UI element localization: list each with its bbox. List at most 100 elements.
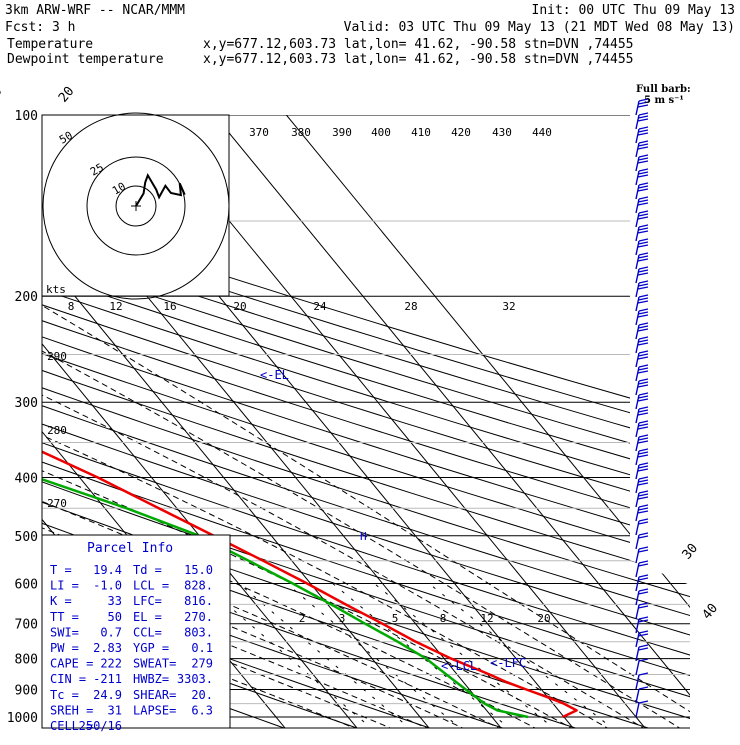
wind-barb-flag <box>638 465 649 469</box>
moist-adiabat-line <box>42 295 690 728</box>
mixing-ratio-label: 8 <box>440 612 447 625</box>
pressure-tick-label: 900 <box>15 683 38 698</box>
parcel-info-cell: 0.1 <box>191 641 213 655</box>
wind-barb-flag <box>638 647 649 651</box>
temperature-trace <box>42 115 578 719</box>
hodograph-speed-tick: 20 <box>233 300 246 313</box>
wind-barb <box>635 602 649 620</box>
wind-barb-flag <box>637 496 649 500</box>
parcel-info-cell: CCL= <box>133 625 162 639</box>
wind-barb-shaft <box>635 660 640 676</box>
wind-barb <box>635 490 649 508</box>
dry-adiabat-line <box>42 115 690 728</box>
wind-barb <box>635 630 649 648</box>
wind-barb-flag <box>638 658 649 662</box>
wind-barb-flag <box>638 574 649 578</box>
wind-barb-flag <box>638 392 649 396</box>
dry-adiabat-line <box>42 115 690 728</box>
theta-e-label-low: 280 <box>47 424 67 437</box>
wind-barb <box>635 658 649 676</box>
wind-barb <box>635 700 649 718</box>
wind-barb <box>635 112 649 130</box>
wind-barb-shaft <box>635 142 640 158</box>
wind-barb-flag <box>637 426 649 430</box>
wind-barb-flag <box>638 364 649 368</box>
wind-barb-shaft <box>635 212 640 228</box>
theta-e-label: 380 <box>291 126 311 139</box>
dry-adiabat-line <box>42 115 690 728</box>
isotherm-label: 10 <box>0 84 5 106</box>
dry-adiabat-line <box>42 115 436 728</box>
isotherm-line <box>42 115 431 728</box>
wind-barb <box>635 476 649 494</box>
hodograph-axis-title: kts <box>46 283 66 296</box>
wind-barb-flag <box>637 328 649 332</box>
parcel-info-cell: 24.9 <box>93 688 122 702</box>
wind-barb-shaft <box>635 450 640 466</box>
mixing-ratio-line <box>332 583 512 728</box>
wind-barb-shaft <box>635 590 640 606</box>
wind-barb <box>635 406 649 424</box>
wind-barb-shaft <box>635 562 640 578</box>
parcel-info-cell: LI = <box>50 579 79 593</box>
wind-barb-shaft <box>635 548 640 564</box>
isotherm-line <box>213 115 690 728</box>
wind-barb-flag <box>638 532 649 536</box>
wind-barb-shaft <box>635 618 640 634</box>
wind-barb-flag <box>638 143 649 147</box>
hodograph-trace <box>135 172 186 207</box>
theta-e-label: 400 <box>371 126 391 139</box>
wind-barb <box>635 560 649 578</box>
wind-barb-flag <box>638 199 649 203</box>
wind-barb-flag <box>637 216 649 220</box>
wind-barb <box>635 126 649 144</box>
wind-barb <box>635 616 649 634</box>
wind-barb-shaft <box>635 226 640 242</box>
parcel-info-cell: 33 <box>108 594 122 608</box>
hodograph-speed-tick: 32 <box>502 300 515 313</box>
wind-barb <box>635 364 649 382</box>
wind-barb-flag <box>638 224 649 228</box>
hodograph-speed-ticks: 8 12 16 20 24 28 32 <box>68 300 516 313</box>
parcel-info-cell: 222 <box>100 657 122 671</box>
wind-barb-flag <box>638 521 649 525</box>
parcel-info-cell: EL = <box>133 610 162 624</box>
wind-barb-flag <box>638 126 649 130</box>
mixing-ratio-label: 2 <box>299 612 306 625</box>
hodograph-ring-25 <box>86 156 186 256</box>
parcel-info-cell: CIN = <box>50 672 86 686</box>
wind-barb-shaft <box>635 674 640 690</box>
parcel-info-cell: SREH = <box>50 703 93 717</box>
parcel-info-cell: 828. <box>184 579 213 593</box>
wind-barb-shaft <box>635 338 640 354</box>
wind-barb-flag <box>638 549 649 553</box>
wind-barb-flag <box>637 342 649 346</box>
parcel-info-cell: -1.0 <box>93 579 122 593</box>
theta-e-label: 410 <box>411 126 431 139</box>
wind-barb-flag <box>638 112 649 116</box>
wind-barb-flag <box>638 406 649 410</box>
wind-barb <box>635 350 649 368</box>
wind-barb-shaft <box>635 268 640 284</box>
wind-barb-flag <box>638 294 649 298</box>
dry-adiabat-line <box>42 115 690 728</box>
wind-barb-flag <box>638 98 649 102</box>
wind-barb-flag <box>637 202 649 206</box>
wind-barb <box>635 308 649 326</box>
wind-barb <box>635 518 649 536</box>
wind-barb-flag <box>638 605 649 609</box>
parcel-info-cell: LFC= <box>133 594 162 608</box>
wind-barb-flag <box>638 283 649 287</box>
wind-barb-flag <box>638 546 649 550</box>
hodograph-speed-tick: 24 <box>313 300 327 313</box>
parcel-info-cell: 15.0 <box>184 563 213 577</box>
el-marker: <-EL <box>260 368 289 382</box>
barb-key-title: Full barb: <box>636 84 691 95</box>
wind-barb-flag <box>638 672 649 676</box>
wind-barb-flag <box>637 146 649 150</box>
wind-barb-flag <box>638 238 649 242</box>
wind-barb-flag <box>638 353 649 357</box>
dry-adiabat-line <box>42 115 690 728</box>
wind-barb-flag <box>638 577 649 581</box>
